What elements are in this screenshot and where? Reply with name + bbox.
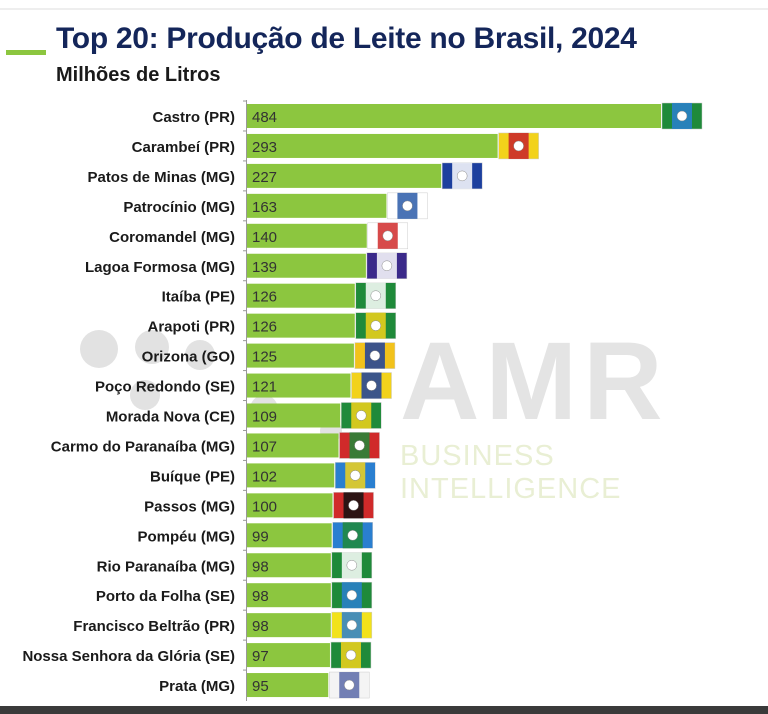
category-label: Prata (MG): [159, 678, 235, 695]
top-divider: [0, 8, 768, 10]
flag-emblem-icon: [354, 440, 365, 451]
category-label: Poço Redondo (SE): [95, 379, 235, 396]
flag-emblem-icon: [346, 619, 358, 631]
flag-emblem-icon: [382, 230, 394, 242]
category-label: Nossa Senhora da Glória (SE): [22, 648, 235, 665]
data-label: 140: [252, 229, 277, 246]
flag-emblem-icon: [456, 170, 468, 182]
flag-emblem-icon: [370, 320, 382, 331]
data-label: 121: [252, 379, 277, 396]
category-label: Carambeí (PR): [132, 139, 235, 156]
flag-emblem-icon: [349, 470, 361, 481]
category-label: Coromandel (MG): [109, 229, 235, 246]
flag-emblem-icon: [676, 110, 688, 122]
category-label: Patos de Minas (MG): [87, 169, 235, 186]
data-label: 100: [252, 498, 277, 515]
data-label: 126: [252, 289, 277, 306]
flag-emblem-icon: [402, 200, 413, 212]
flag-emblem-icon: [369, 350, 381, 361]
chart-subtitle: Milhões de Litros: [56, 64, 221, 86]
bar: [247, 163, 442, 188]
bar: [247, 253, 366, 278]
category-label: Buíque (PE): [150, 468, 235, 485]
data-label: 227: [252, 169, 277, 186]
data-label: 139: [252, 259, 277, 276]
data-label: 98: [252, 618, 269, 635]
bar: [247, 193, 387, 218]
flag-emblem-icon: [370, 290, 382, 301]
category-label: Arapoti (PR): [148, 319, 236, 336]
flag-emblem-icon: [348, 500, 359, 511]
bar: [247, 643, 330, 668]
category-label: Morada Nova (CE): [106, 409, 235, 426]
flag-emblem-icon: [355, 410, 367, 421]
bar: [247, 493, 333, 518]
flag-emblem-icon: [513, 140, 524, 152]
bar: [247, 553, 331, 578]
bar: [247, 613, 331, 638]
category-label: Porto da Folha (SE): [96, 588, 235, 605]
bar: [247, 343, 354, 368]
data-label: 109: [252, 409, 277, 426]
flag-emblem-icon: [345, 649, 357, 661]
bar: [247, 373, 351, 398]
flag-emblem-icon: [347, 530, 358, 541]
flag-emblem-icon: [381, 260, 393, 271]
category-label: Patrocínio (MG): [123, 199, 235, 216]
flag-emblem-icon: [344, 679, 355, 691]
data-label: 98: [252, 558, 269, 575]
category-label: Lagoa Formosa (MG): [85, 259, 235, 276]
data-label: 102: [252, 468, 277, 485]
bar: [247, 223, 367, 248]
category-label: Pompéu (MG): [138, 528, 236, 545]
data-label: 293: [252, 139, 277, 156]
bar: [247, 583, 331, 608]
bar: [247, 673, 329, 698]
bar: [247, 283, 355, 308]
data-label: 95: [252, 678, 269, 695]
flag-emblem-icon: [346, 589, 358, 601]
bar: [247, 463, 335, 488]
category-label: Orizona (GO): [142, 349, 235, 366]
bottom-bar: [0, 706, 768, 714]
data-label: 107: [252, 438, 277, 455]
data-label: 98: [252, 588, 269, 605]
data-label: 97: [252, 648, 269, 665]
data-label: 125: [252, 349, 277, 366]
bar: [247, 313, 355, 338]
flag-emblem-icon: [366, 380, 377, 391]
flag-emblem-icon: [346, 560, 358, 571]
data-label: 163: [252, 199, 277, 216]
bar: [247, 403, 341, 428]
chart-title: Top 20: Produção de Leite no Brasil, 202…: [56, 22, 637, 55]
bar: [247, 104, 661, 128]
data-label: 99: [252, 528, 269, 545]
bar: [247, 523, 332, 548]
category-label: Itaíba (PE): [162, 289, 235, 306]
data-label: 484: [252, 109, 277, 126]
bar: [247, 133, 498, 158]
category-label: Francisco Beltrão (PR): [73, 618, 235, 635]
data-label: 126: [252, 319, 277, 336]
category-label: Rio Paranaíba (MG): [97, 558, 235, 575]
category-label: Passos (MG): [144, 498, 235, 515]
title-accent-bar: [6, 50, 46, 55]
bar: [247, 433, 339, 458]
category-label: Castro (PR): [152, 109, 235, 126]
category-label: Carmo do Paranaíba (MG): [51, 438, 235, 455]
